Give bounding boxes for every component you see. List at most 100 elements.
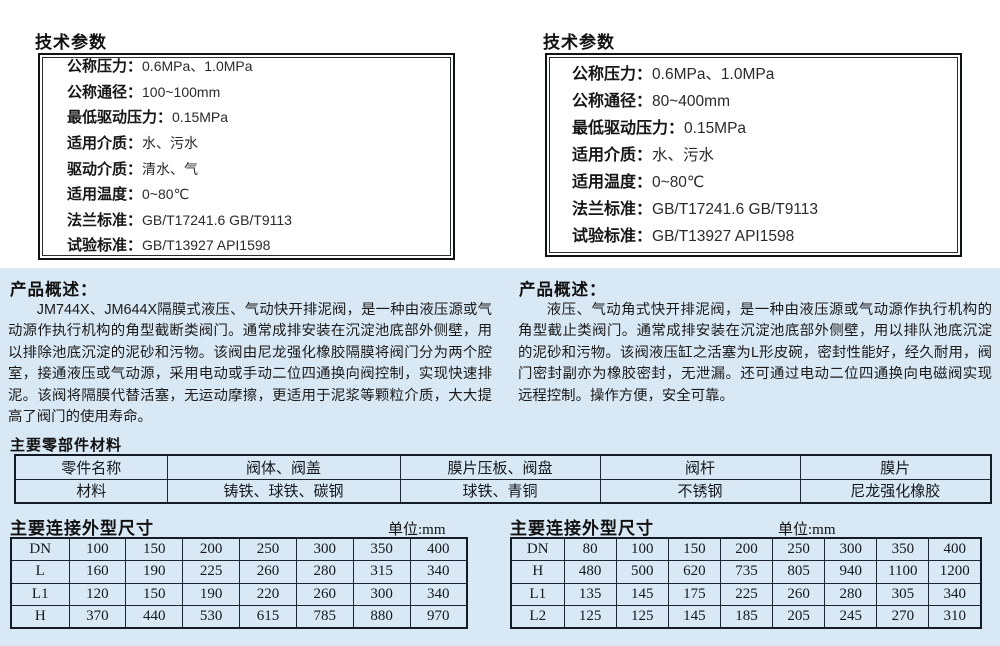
- tech-param-line: 适用介质：水、污水: [67, 131, 440, 157]
- table-cell: 260: [239, 560, 297, 584]
- tech-param-line: 驱动介质：清水、气: [67, 157, 440, 183]
- tech-params-right-title: 技术参数: [543, 33, 615, 52]
- tech-params-left-title: 技术参数: [35, 33, 107, 52]
- table-cell: 125: [563, 605, 617, 629]
- bottom-section: 产品概述： JM744X、JM644X隔膜式液压、气动快开排泥阀，是一种由液压源…: [0, 268, 1000, 646]
- param-label: 试验标准：: [572, 227, 653, 245]
- table-cell: 615: [239, 605, 297, 629]
- table-cell: 125: [615, 605, 669, 629]
- tech-params-left-list: 公称压力：0.6MPa、1.0MPa 公称通径：100~100mm 最低驱动压力…: [42, 57, 451, 256]
- table-cell: 145: [615, 582, 669, 606]
- dimensions-left-table: DN 100 150 200 250 300 350 400 L 160 190 225 260 280 3…: [10, 537, 468, 629]
- tech-param-line: 公称压力：0.6MPa、1.0MPa: [572, 61, 947, 88]
- table-row: H 480 500 620 735 805 940 1100 1200: [510, 560, 982, 584]
- table-cell: DN: [510, 537, 565, 561]
- param-label: 公称通径：: [67, 83, 143, 101]
- param-value: 0.6MPa、1.0MPa: [142, 58, 253, 75]
- param-value: 0.15MPa: [684, 119, 747, 137]
- table-cell: H: [10, 605, 70, 629]
- table-cell: 220: [239, 582, 297, 606]
- tech-params-right-box: 公称压力：0.6MPa、1.0MPa 公称通径：80~400mm 最低驱动压力：…: [545, 53, 962, 257]
- table-cell: 150: [667, 537, 721, 561]
- table-row: L 160 190 225 260 280 315 340: [10, 560, 468, 584]
- table-cell: 零件名称: [14, 454, 168, 480]
- param-value: GB/T13927 API1598: [142, 237, 271, 254]
- table-cell: 400: [928, 537, 982, 561]
- overview-right-text: 液压、气动角式快开排泥阀，是一种由液压源或气动源作执行机构的角型截止类阀门。通常…: [518, 302, 992, 404]
- table-cell: 膜片: [799, 454, 992, 480]
- tech-param-line: 适用温度：0~80℃: [572, 169, 947, 196]
- tech-param-line: 公称通径：80~400mm: [572, 88, 947, 115]
- table-cell: H: [510, 560, 565, 584]
- param-label: 适用介质：: [67, 134, 143, 152]
- tech-param-line: 适用介质：水、污水: [572, 142, 947, 169]
- table-cell: 300: [824, 537, 878, 561]
- table-cell: DN: [10, 537, 70, 561]
- table-cell: 880: [352, 605, 411, 629]
- table-cell: 735: [719, 560, 774, 584]
- table-cell: 200: [719, 537, 774, 561]
- table-cell: L: [10, 560, 70, 584]
- table-cell: 150: [125, 537, 184, 561]
- table-cell: 340: [409, 582, 468, 606]
- param-label: 法兰标准：: [572, 200, 653, 218]
- param-value: 0.15MPa: [172, 109, 229, 126]
- param-label: 公称通径：: [572, 92, 653, 110]
- table-cell: 310: [928, 605, 982, 629]
- table-row: L2 125 125 145 185 205 245 270 310: [510, 605, 982, 629]
- param-value: 水、污水: [142, 134, 199, 151]
- table-cell: 205: [771, 605, 826, 629]
- table-cell: 尼龙强化橡胶: [799, 478, 992, 504]
- table-cell: 260: [295, 582, 354, 606]
- dimensions-left-table-body: DN 100 150 200 250 300 350 400 L 160 190 225 260 280 3…: [10, 537, 468, 629]
- param-value: 100~100mm: [142, 83, 221, 100]
- table-cell: 145: [667, 605, 721, 629]
- table-cell: 150: [125, 582, 184, 606]
- table-cell: 100: [68, 537, 127, 561]
- table-cell: 270: [876, 605, 930, 629]
- table-cell: 530: [182, 605, 241, 629]
- table-cell: 620: [667, 560, 721, 584]
- tech-param-line: 最低驱动压力：0.15MPa: [572, 115, 947, 142]
- table-row: DN 80 100 150 200 250 300 350 400: [510, 537, 982, 561]
- table-cell: 370: [68, 605, 127, 629]
- table-cell: 铸铁、球铁、碳钢: [166, 478, 401, 504]
- param-label: 法兰标准：: [67, 211, 143, 229]
- table-cell: 350: [876, 537, 930, 561]
- table-cell: 300: [352, 582, 411, 606]
- table-cell: 805: [771, 560, 826, 584]
- param-value: 清水、气: [142, 160, 199, 177]
- table-cell: 185: [719, 605, 774, 629]
- table-cell: 300: [295, 537, 354, 561]
- table-cell: L1: [10, 582, 70, 606]
- param-label: 适用介质：: [572, 146, 653, 164]
- tech-param-line: 试验标准：GB/T13927 API1598: [67, 233, 440, 259]
- tech-params-left-box: 公称压力：0.6MPa、1.0MPa 公称通径：100~100mm 最低驱动压力…: [38, 53, 455, 260]
- table-cell: 280: [824, 582, 878, 606]
- tech-param-line: 试验标准：GB/T13927 API1598: [572, 223, 947, 250]
- table-cell: 970: [409, 605, 468, 629]
- tech-param-line: 法兰标准：GB/T17241.6 GB/T9113: [572, 196, 947, 223]
- materials-table: 零件名称 阀体、阀盖 膜片压板、阀盘 阀杆 膜片 材料 铸铁、球铁、碳钢 球铁、青铜 不锈钢 尼龙…: [14, 454, 992, 504]
- param-label: 适用温度：: [67, 186, 143, 204]
- param-label: 适用温度：: [572, 173, 653, 191]
- table-cell: 400: [409, 537, 468, 561]
- table-row: H 370 440 530 615 785 880 970: [10, 605, 468, 629]
- table-row: L1 135 145 175 225 260 280 305 340: [510, 582, 982, 606]
- dimensions-right-unit: 单位:mm: [778, 522, 836, 538]
- param-value: 水、污水: [652, 146, 715, 164]
- table-row: 材料 铸铁、球铁、碳钢 球铁、青铜 不锈钢 尼龙强化橡胶: [14, 478, 992, 504]
- table-cell: L2: [510, 605, 565, 629]
- table-row: 零件名称 阀体、阀盖 膜片压板、阀盘 阀杆 膜片: [14, 454, 992, 480]
- param-label: 试验标准：: [67, 237, 143, 255]
- table-cell: 440: [125, 605, 184, 629]
- table-cell: 190: [182, 582, 241, 606]
- table-cell: 80: [563, 537, 617, 561]
- table-cell: 260: [771, 582, 826, 606]
- table-cell: 225: [182, 560, 241, 584]
- table-cell: 500: [615, 560, 669, 584]
- table-cell: 315: [352, 560, 411, 584]
- table-cell: 250: [239, 537, 297, 561]
- param-value: GB/T13927 API1598: [652, 227, 795, 245]
- table-cell: 350: [352, 537, 411, 561]
